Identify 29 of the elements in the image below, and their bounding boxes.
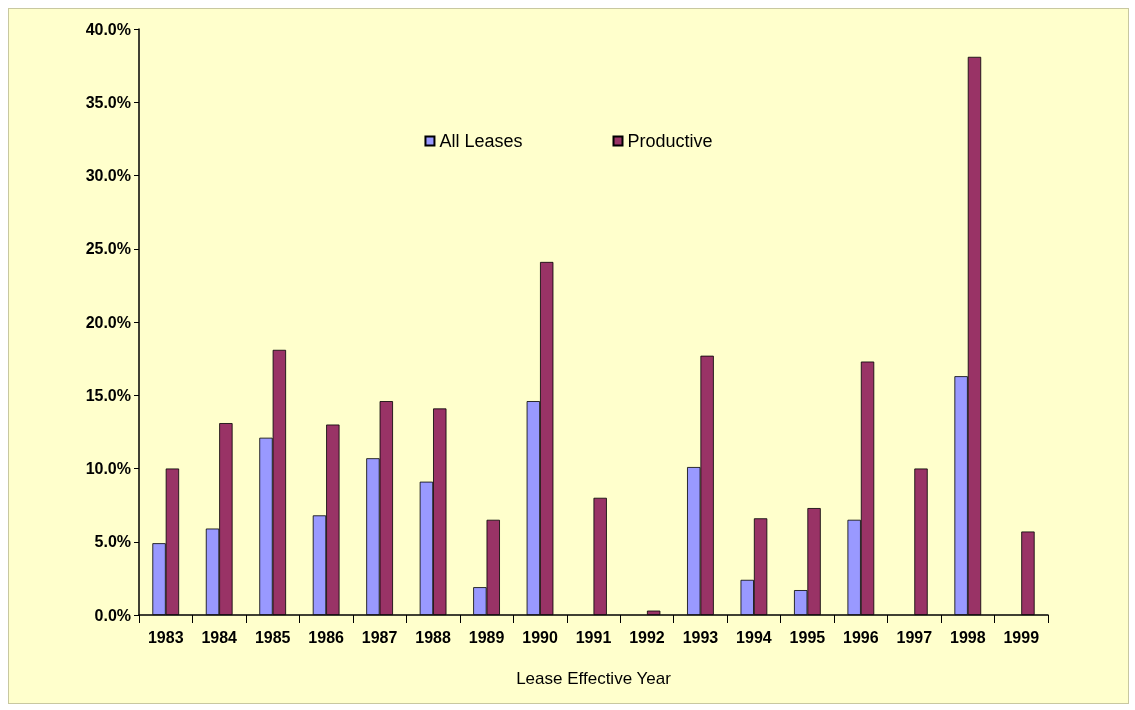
y-tick-label: 5.0% xyxy=(94,533,131,551)
y-tick-label: 20.0% xyxy=(85,313,131,331)
x-tick-label: 1984 xyxy=(201,628,238,646)
y-tick-label: 30.0% xyxy=(85,167,131,184)
y-tick-label: 15.0% xyxy=(85,386,131,404)
x-tick-label: 1994 xyxy=(736,628,772,646)
y-tick-label: 40.0% xyxy=(85,20,131,38)
legend-label: All Leases xyxy=(439,131,523,151)
y-tick-label: 25.0% xyxy=(85,240,131,258)
x-tick-label: 1991 xyxy=(575,628,612,646)
x-tick-label: 1995 xyxy=(789,628,826,646)
x-tick-label: 1997 xyxy=(896,628,933,646)
x-tick-label: 1990 xyxy=(522,628,558,646)
y-tick-label: 35.0% xyxy=(85,93,131,111)
x-axis-title: Lease Effective Year xyxy=(516,669,672,688)
x-tick-label: 1985 xyxy=(254,628,291,646)
legend-label: Productive xyxy=(627,131,713,151)
x-tick-label: 1999 xyxy=(1003,628,1040,646)
x-tick-label: 1998 xyxy=(950,628,986,646)
y-tick-label: 10.0% xyxy=(85,460,131,477)
x-tick-label: 1988 xyxy=(415,628,451,646)
x-tick-label: 1986 xyxy=(308,628,345,646)
x-tick-label: 1996 xyxy=(843,628,879,646)
y-tick-label: 0.0% xyxy=(94,606,131,624)
x-tick-label: 1992 xyxy=(629,628,665,646)
x-tick-label: 1983 xyxy=(147,628,184,646)
x-tick-label: 1993 xyxy=(682,628,719,646)
x-tick-label: 1987 xyxy=(361,628,398,646)
x-tick-label: 1989 xyxy=(468,628,505,646)
